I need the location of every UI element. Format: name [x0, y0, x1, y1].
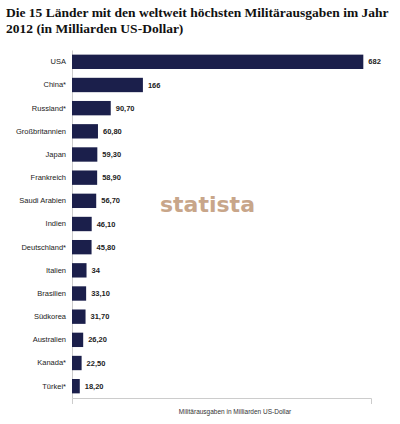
data-label: 90,70: [116, 104, 135, 113]
annotation: statista: [160, 192, 255, 217]
chart: Die 15 Länder mit den weltweit höchsten …: [0, 0, 400, 424]
y-tick: China*: [43, 80, 72, 89]
bar: [72, 286, 86, 300]
data-label: 26,20: [88, 335, 107, 344]
y-tick-label: Brasilien: [37, 289, 66, 298]
y-tick-label: Türkei*: [42, 382, 66, 391]
y-tick-label: Deutschland*: [21, 243, 66, 252]
y-tick-label: Japan: [46, 150, 66, 159]
y-tick-label: China*: [43, 80, 66, 89]
y-axis: USA China* Russland* Großbritannien Japan Fra…: [16, 51, 73, 399]
data-label: 18,20: [85, 382, 104, 391]
bar: [72, 356, 82, 370]
data-label: 166: [148, 81, 161, 90]
bar: [72, 78, 143, 92]
y-tick: Kanada*: [37, 358, 72, 367]
y-tick: Frankreich: [31, 173, 72, 182]
bar: [72, 124, 98, 138]
bar: [72, 263, 87, 277]
y-tick-label: Südkorea: [34, 312, 67, 321]
data-label: 34: [92, 266, 101, 275]
y-tick-label: Kanada*: [37, 358, 66, 367]
y-tick-label: Russland*: [32, 104, 66, 113]
x-axis-title: Militärausgaben in Milliarden US-Dollar: [179, 408, 292, 416]
data-label: 45,80: [97, 243, 116, 252]
y-tick: Australien: [33, 335, 72, 344]
y-tick-label: Italien: [46, 266, 66, 275]
y-tick: USA: [51, 57, 72, 66]
bar: [72, 194, 96, 208]
bar: [72, 170, 97, 184]
y-tick: Saudi Arabien: [19, 196, 72, 205]
y-tick: Brasilien: [37, 289, 72, 298]
y-tick-label: Großbritannien: [16, 127, 66, 136]
y-tick: Italien: [46, 266, 72, 275]
data-label: 56,70: [101, 196, 120, 205]
data-label: 682: [368, 57, 381, 66]
data-label: 59,30: [102, 150, 121, 159]
y-tick: Russland*: [32, 104, 72, 113]
x-axis: [73, 399, 372, 405]
y-tick: Indien: [46, 219, 72, 228]
bar: [72, 217, 92, 231]
y-tick: Deutschland*: [21, 243, 72, 252]
x-axis-line: [73, 399, 372, 405]
y-tick: Türkei*: [42, 382, 72, 391]
y-tick: Südkorea: [34, 312, 72, 321]
bar: [72, 240, 92, 254]
data-label: 46,10: [97, 220, 116, 229]
y-tick-label: Indien: [46, 219, 66, 228]
bars: [72, 55, 363, 394]
bar: [72, 55, 363, 69]
y-tick: Japan: [46, 150, 72, 159]
bar: [72, 379, 80, 393]
data-labels: 682 166 90,70 60,80 59,30 58,90 56,70 46,10 45,8…: [85, 57, 381, 390]
y-tick-label: Saudi Arabien: [19, 196, 66, 205]
data-label: 60,80: [103, 127, 122, 136]
data-label: 31,70: [91, 312, 110, 321]
data-label: 33,10: [91, 289, 110, 298]
y-tick-label: Frankreich: [31, 173, 66, 182]
data-label: 58,90: [102, 173, 121, 182]
y-tick-label: Australien: [33, 335, 66, 344]
y-tick: Großbritannien: [16, 127, 72, 136]
title: Die 15 Länder mit den weltweit höchsten …: [6, 5, 389, 36]
bar: [72, 147, 97, 161]
bar: [72, 101, 111, 115]
data-label: 22,50: [87, 359, 106, 368]
bar: [72, 333, 83, 347]
bar: [72, 309, 86, 323]
y-tick-label: USA: [51, 57, 66, 66]
